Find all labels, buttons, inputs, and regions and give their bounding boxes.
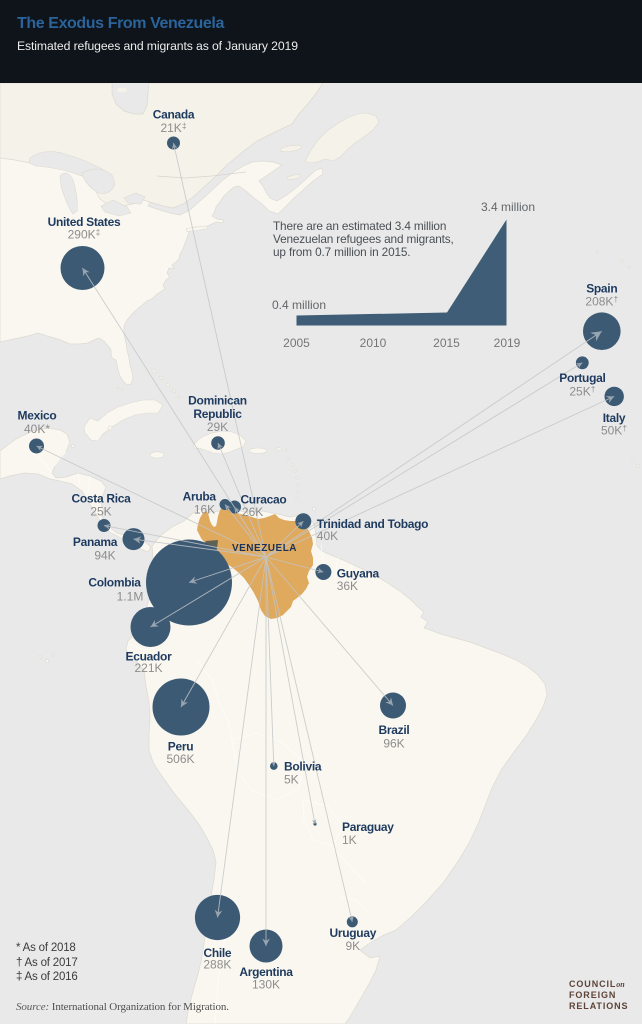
svg-text:Costa Rica: Costa Rica	[71, 492, 131, 506]
svg-text:Panama: Panama	[73, 535, 118, 549]
svg-text:25K: 25K	[90, 505, 111, 519]
svg-text:Republic: Republic	[193, 407, 242, 421]
svg-text:Brazil: Brazil	[379, 723, 410, 737]
svg-text:United States: United States	[48, 215, 121, 229]
svg-text:288K: 288K	[203, 958, 231, 972]
svg-text:2019: 2019	[494, 336, 521, 350]
svg-text:2015: 2015	[433, 336, 460, 350]
svg-text:Italy: Italy	[603, 411, 626, 425]
svg-text:Argentina: Argentina	[239, 965, 293, 979]
svg-text:5K: 5K	[284, 773, 299, 787]
svg-text:94K: 94K	[94, 549, 115, 563]
svg-text:290K‡: 290K‡	[68, 227, 101, 242]
svg-text:Colombia: Colombia	[88, 576, 141, 590]
svg-text:2010: 2010	[360, 336, 387, 350]
svg-text:40K: 40K	[317, 529, 338, 543]
svg-text:25K†: 25K†	[569, 384, 595, 399]
svg-text:Trinidad and Tobago: Trinidad and Tobago	[317, 517, 428, 531]
svg-text:1K: 1K	[342, 833, 357, 847]
svg-text:VENEZUELA: VENEZUELA	[232, 543, 297, 554]
svg-text:Chile: Chile	[203, 946, 231, 960]
svg-text:130K: 130K	[252, 978, 280, 992]
svg-text:9K: 9K	[345, 939, 360, 953]
svg-text:Curacao: Curacao	[240, 493, 286, 507]
svg-text:0.4 million: 0.4 million	[272, 298, 326, 312]
svg-text:3.4 million: 3.4 million	[481, 200, 535, 214]
svg-text:40K*: 40K*	[24, 422, 50, 436]
svg-text:36K: 36K	[337, 579, 358, 593]
svg-text:208K†: 208K†	[585, 294, 618, 309]
svg-text:16K: 16K	[194, 503, 215, 517]
svg-text:1.1M: 1.1M	[117, 590, 144, 604]
svg-text:Spain: Spain	[586, 282, 617, 296]
svg-text:21K‡: 21K‡	[160, 121, 186, 136]
svg-text:Uruguay: Uruguay	[330, 926, 377, 940]
svg-text:221K: 221K	[134, 661, 162, 675]
svg-text:26K: 26K	[242, 505, 263, 519]
svg-text:2005: 2005	[283, 336, 310, 350]
svg-text:Peru: Peru	[168, 739, 193, 753]
svg-text:Mexico: Mexico	[18, 409, 57, 423]
svg-text:29K: 29K	[207, 420, 228, 434]
svg-text:Portugal: Portugal	[559, 371, 605, 385]
svg-text:Bolivia: Bolivia	[284, 760, 322, 774]
svg-text:up from 0.7 million in 2015.: up from 0.7 million in 2015.	[273, 245, 410, 259]
svg-text:50K†: 50K†	[601, 423, 627, 438]
svg-text:There are an estimated 3.4 mil: There are an estimated 3.4 million	[273, 219, 446, 233]
svg-text:Aruba: Aruba	[183, 490, 217, 504]
svg-text:506K: 506K	[166, 752, 194, 766]
svg-text:Guyana: Guyana	[337, 567, 380, 581]
svg-text:96K: 96K	[383, 736, 404, 750]
svg-text:Canada: Canada	[153, 108, 195, 122]
svg-text:Dominican: Dominican	[188, 394, 247, 408]
svg-text:Ecuador: Ecuador	[126, 650, 173, 664]
svg-text:Paraguay: Paraguay	[342, 820, 394, 834]
svg-text:Venezuelan refugees and migran: Venezuelan refugees and migrants,	[273, 232, 454, 246]
